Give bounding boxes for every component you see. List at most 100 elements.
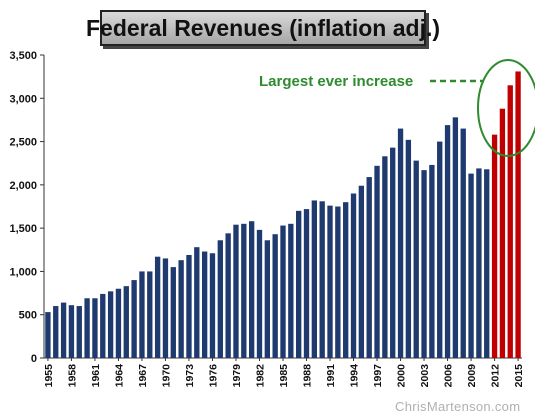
x-tick-label: 1982 (254, 364, 266, 388)
bar-2015 (515, 71, 521, 358)
y-tick-label: 500 (19, 310, 37, 322)
bar-1993 (343, 202, 349, 358)
bar-1971 (170, 267, 176, 358)
x-tick-label: 1970 (160, 364, 172, 388)
bar-2007 (452, 117, 459, 359)
x-tick-label: 1988 (302, 364, 314, 388)
bar-1965 (123, 286, 129, 358)
bar-1992 (335, 206, 341, 358)
bar-2010 (476, 168, 482, 358)
bar-1988 (303, 209, 310, 358)
bar-1969 (154, 256, 161, 358)
x-tick-label: 2000 (396, 364, 408, 388)
bar-1996 (366, 177, 372, 358)
bar-1980 (241, 223, 247, 358)
bar-1973 (186, 254, 192, 358)
watermark: ChrisMartenson.com (395, 399, 521, 414)
y-tick-label: 3,500 (9, 50, 37, 62)
x-tick-label: 1967 (137, 364, 149, 388)
bar-1979 (233, 224, 239, 358)
bar-1955 (45, 312, 51, 358)
bar-1967 (139, 271, 145, 358)
bar-1960 (84, 298, 90, 358)
bar-2011 (484, 169, 490, 358)
bar-1998 (382, 156, 388, 358)
bar-2000 (397, 128, 404, 358)
bar-2001 (405, 139, 412, 358)
x-tick-labels: 1955 1958 1961 1964 1967 1970 1973 1976 1979 1982… (43, 364, 525, 388)
x-tick-label: 2009 (466, 364, 478, 388)
x-tick-label: 2003 (419, 364, 431, 388)
y-tick-labels: 0 500 1,000 1,500 2,000 2,500 3,000 3,500 (9, 50, 37, 365)
bar-1976 (209, 253, 216, 358)
bar-1961 (92, 298, 98, 358)
x-tick-label: 1958 (66, 364, 78, 388)
x-tick-label: 1964 (113, 364, 125, 388)
x-tick-label: 2006 (443, 364, 455, 388)
y-tick-label: 2,500 (9, 137, 37, 149)
bar-2003 (421, 170, 427, 358)
x-tick-label: 1985 (278, 364, 290, 388)
bar-2014 (507, 85, 513, 359)
x-tick-label: 1961 (90, 364, 102, 388)
x-tick-label: 1991 (325, 364, 337, 388)
bar-1963 (107, 291, 114, 358)
bar-1994 (350, 193, 357, 358)
bar-1978 (225, 233, 231, 358)
x-tick-label: 1979 (231, 364, 243, 388)
bar-1989 (311, 200, 318, 358)
bar-1987 (296, 210, 302, 358)
y-tick-label: 1,000 (9, 266, 37, 278)
bar-1970 (162, 258, 169, 358)
bar-1982 (256, 229, 263, 358)
bar-1999 (390, 147, 396, 358)
bars (45, 71, 521, 359)
y-tick-label: 0 (31, 353, 37, 365)
annotation-group: Largest ever increase (259, 59, 535, 157)
bar-1956 (53, 306, 59, 358)
bar-2006 (444, 125, 451, 358)
x-tick-label: 1955 (43, 364, 55, 388)
bar-1986 (288, 223, 294, 358)
bar-1983 (264, 240, 270, 358)
annotation-text: Largest ever increase (259, 73, 413, 90)
bar-1975 (201, 251, 208, 358)
bar-2008 (460, 128, 466, 358)
y-tick-label: 2,000 (9, 180, 37, 192)
x-tick-label: 1973 (184, 364, 196, 388)
bar-2012 (491, 134, 498, 358)
bar-1957 (60, 302, 67, 358)
bar-1958 (68, 305, 75, 358)
bar-1974 (194, 247, 200, 358)
x-tick-label: 1976 (207, 364, 219, 388)
bar-1966 (131, 280, 137, 358)
chart-title-box: Federal Revenues (inflation adj.) (86, 10, 440, 46)
x-tick-label: 1994 (349, 364, 361, 388)
bar-2004 (429, 164, 435, 358)
bar-1991 (327, 205, 333, 358)
bar-1990 (319, 201, 325, 358)
bar-1981 (248, 221, 255, 358)
bar-2002 (413, 160, 419, 358)
bar-1985 (280, 225, 286, 358)
bar-1984 (272, 234, 278, 358)
chart-title: Federal Revenues (inflation adj.) (85, 14, 441, 41)
y-tick-label: 1,500 (9, 223, 37, 235)
bar-1962 (100, 293, 106, 358)
highlight-ellipse (477, 59, 535, 157)
x-tick-label: 2015 (513, 364, 525, 388)
x-tick-label: 1997 (372, 364, 384, 388)
bar-1968 (147, 271, 153, 358)
bar-1959 (76, 306, 82, 358)
bar-2013 (499, 108, 506, 358)
bar-2005 (437, 141, 443, 358)
bar-1977 (217, 240, 223, 358)
bar-1997 (374, 165, 380, 358)
y-tick-label: 3,000 (9, 93, 37, 105)
bar-1972 (178, 260, 184, 358)
x-tick-label: 2012 (490, 364, 502, 388)
bar-1995 (358, 185, 365, 358)
bar-1964 (115, 288, 122, 358)
bar-2009 (468, 173, 474, 358)
